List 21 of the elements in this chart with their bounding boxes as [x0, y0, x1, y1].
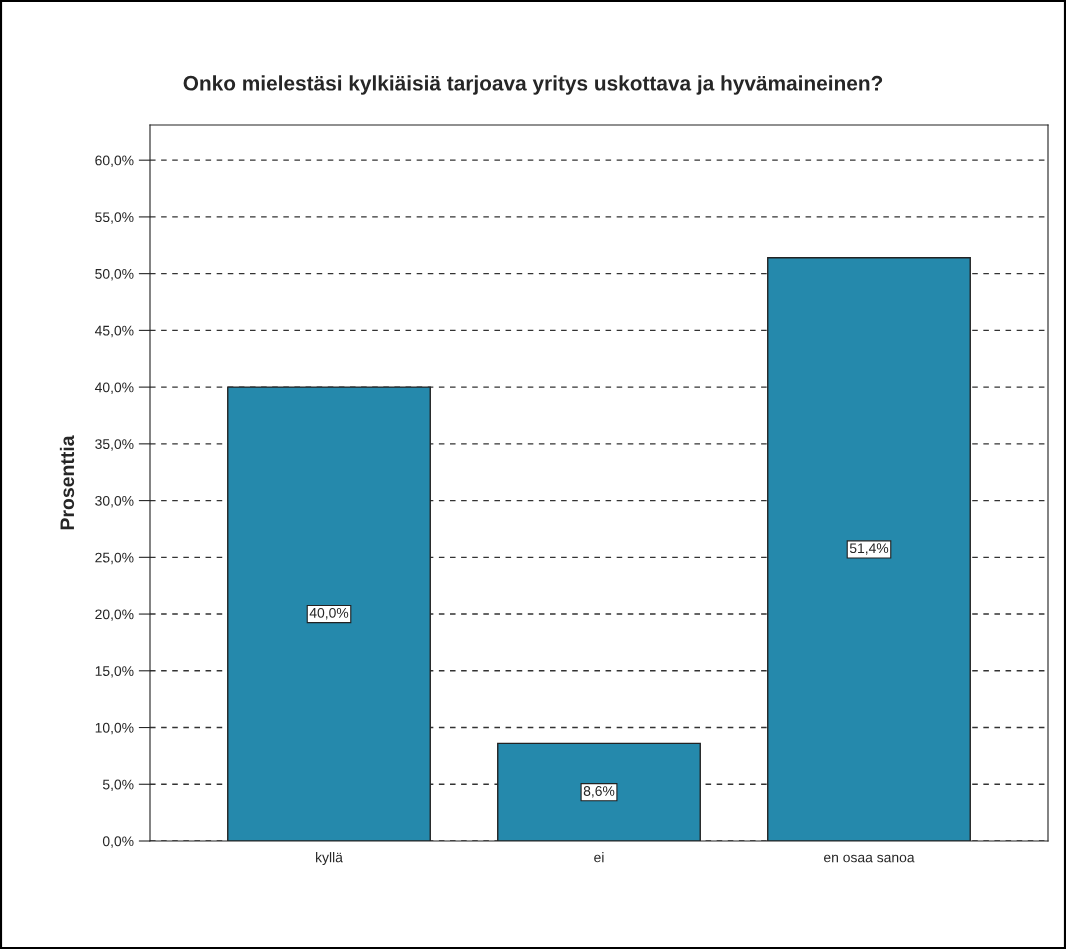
- y-tick-label: 55,0%: [95, 212, 134, 224]
- y-tick-label: 5,0%: [102, 779, 134, 792]
- y-tick-label: 0,0%: [102, 836, 134, 848]
- y-tick-label: 10,0%: [95, 722, 134, 735]
- chart-title: Onko mielestäsi kylkiäisiä tarjoava yritys uskottava ja hyvämaineinen?: [183, 75, 883, 95]
- y-tick-label: 15,0%: [95, 666, 134, 678]
- x-tick-label: en osaa sanoa: [824, 854, 915, 863]
- data-label: 8,6%: [583, 786, 615, 798]
- y-tick-label: 60,0%: [95, 155, 134, 167]
- data-label: 40,0%: [309, 607, 349, 620]
- data-label: 51,4%: [849, 543, 889, 555]
- y-tick-label: 25,0%: [95, 552, 134, 565]
- y-tick-label: 20,0%: [95, 609, 134, 621]
- x-tick-label: ei: [594, 852, 604, 863]
- y-tick-label: 35,0%: [95, 439, 134, 451]
- y-axis-title: Prosenttia: [59, 435, 75, 530]
- x-tick-label: kyllä: [316, 852, 343, 866]
- y-tick-label: 50,0%: [95, 268, 134, 281]
- y-tick-label: 45,0%: [94, 325, 134, 338]
- y-tick-label: 40,0%: [94, 382, 134, 394]
- y-tick-label: 30,0%: [95, 495, 134, 508]
